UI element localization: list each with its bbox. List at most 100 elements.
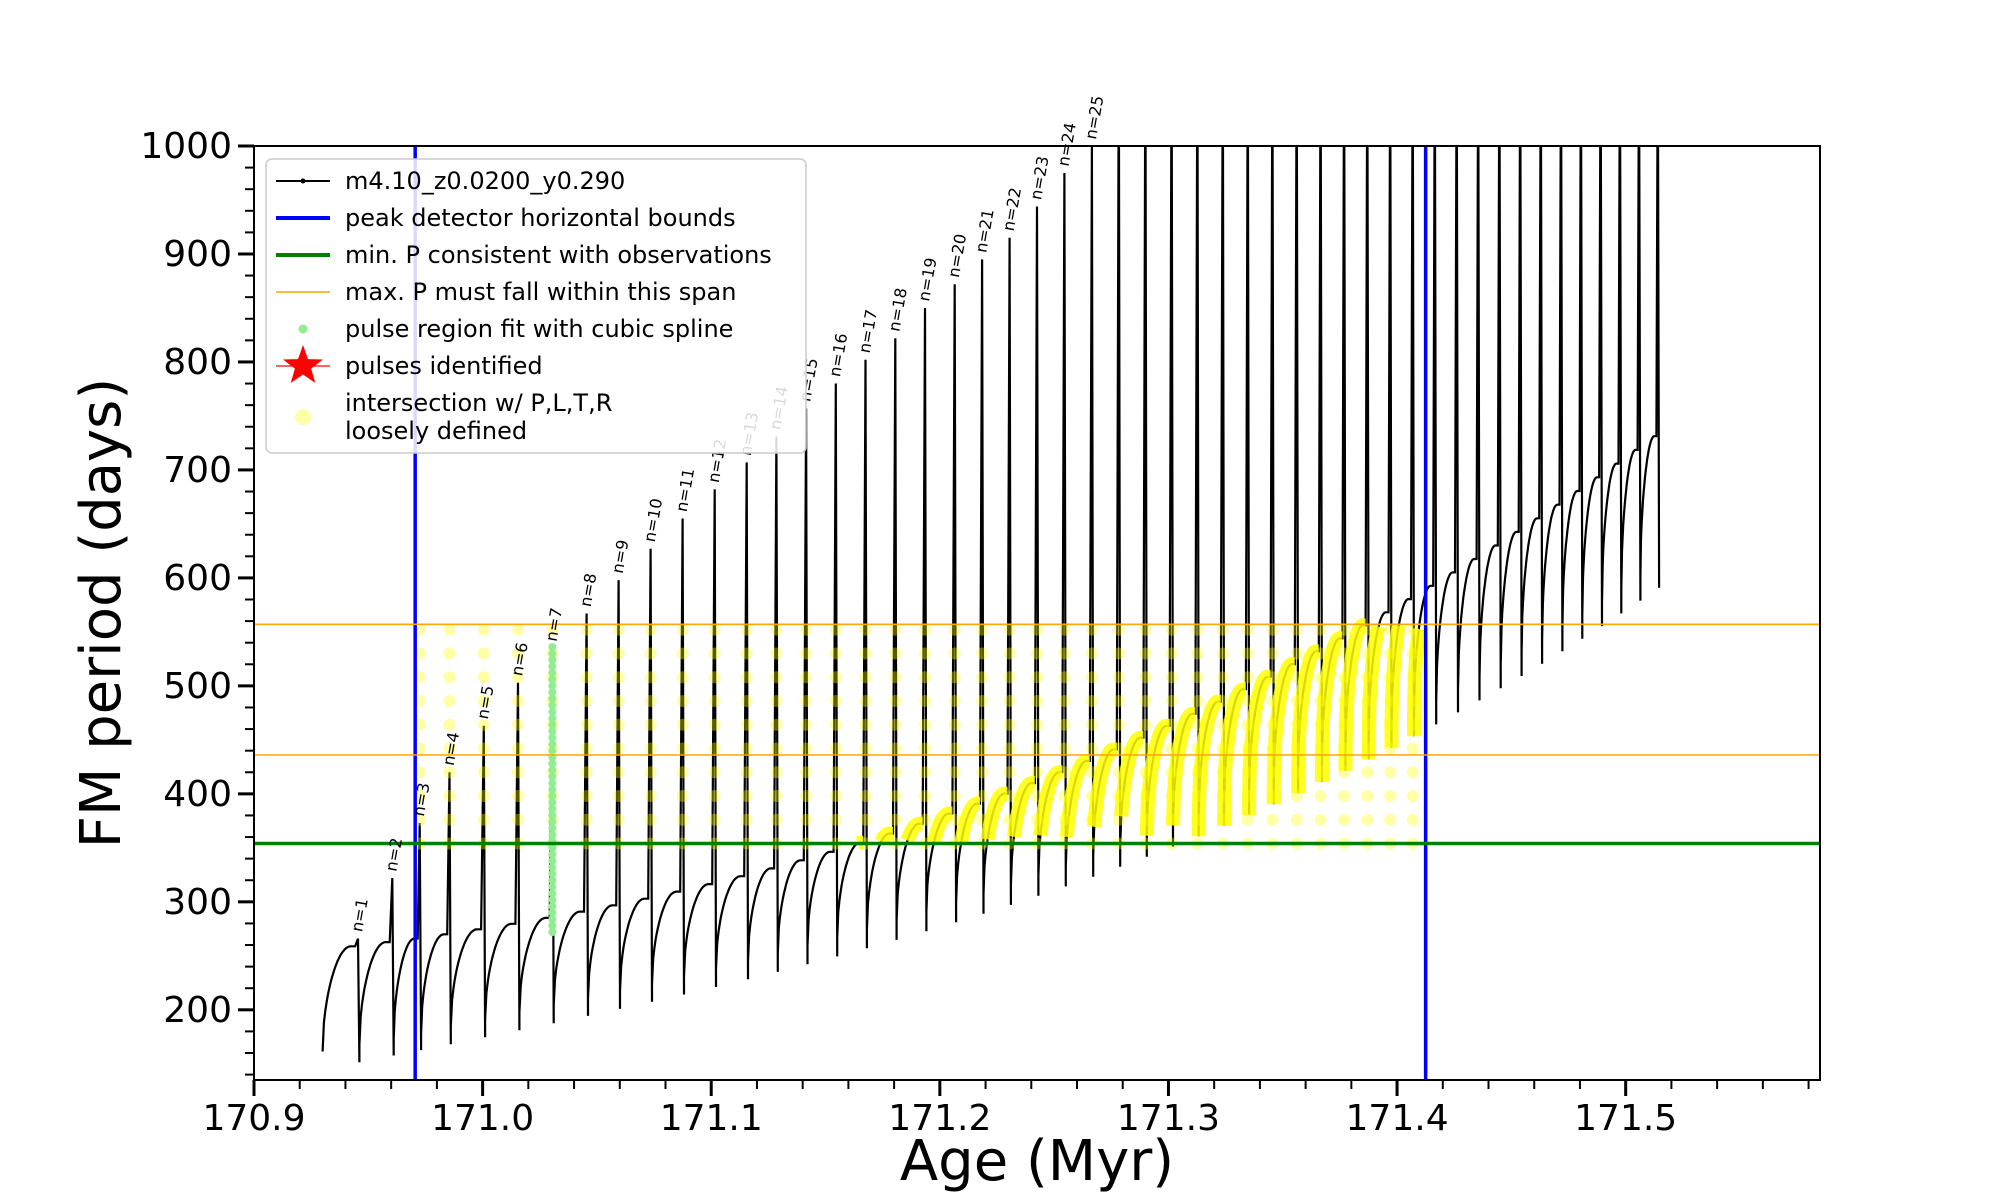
intersection-dot [708,766,721,779]
intersection-dot [800,742,813,755]
intersection-dot [1112,742,1125,755]
intersection-dot [1058,695,1071,708]
intersection-dot [477,742,490,755]
pulse-label: n=8 [576,572,601,609]
intersection-dot [1290,718,1303,731]
intersection-dot [1165,813,1178,826]
y-tick-label: 800 [163,342,232,383]
intersection-dot [889,671,902,684]
spline-point [548,824,557,833]
intersection-dot [443,790,456,803]
intersection-dot [1241,671,1254,684]
intersection-dot [512,695,525,708]
intersection-dot [1058,742,1071,755]
intersection-dot [1139,718,1152,731]
intersection-dot [443,671,456,684]
spline-point [548,675,557,684]
intersection-dot [612,766,625,779]
intersection-dot [948,718,961,731]
pulse-label: n=1 [347,897,372,934]
spline-point [548,655,557,664]
intersection-dot [644,813,657,826]
intersection-dot [1165,671,1178,684]
intersection-dot [1003,766,1016,779]
intersection-dot [918,790,931,803]
intersection-dot [477,718,490,731]
intersection-dot [1266,742,1279,755]
intersection-dot [859,790,872,803]
spline-point [548,766,557,775]
intersection-dot [708,813,721,826]
pulse-label: n=2 [382,836,407,873]
intersection-dot [443,623,456,636]
intersection-dot [1216,790,1229,803]
intersection-dot [976,647,989,660]
pulse-label: n=16 [825,332,851,379]
spline-point [548,876,557,885]
pulse-label: n=3 [409,781,434,818]
pulse-label: n=23 [1026,155,1052,202]
intersection-dot [1384,671,1397,684]
intersection-dot [976,718,989,731]
model-track-group [321,146,1661,1063]
pulse-label: n=10 [640,497,666,544]
x-axis-title: Age (Myr) [900,1129,1174,1194]
intersection-dot [948,742,961,755]
intersection-dot [800,647,813,660]
intersection-dot [829,647,842,660]
intersection-dot [1241,766,1254,779]
intersection-dot [443,647,456,660]
intersection-dot [1191,623,1204,636]
intersection-dot [800,695,813,708]
x-tick-label: 171.0 [431,1098,534,1139]
intersection-dot [443,742,456,755]
intersection-dot [1406,813,1419,826]
intersection-dot [644,766,657,779]
intersection-dot [829,766,842,779]
intersection-dot [612,718,625,731]
intersection-dot [1314,742,1327,755]
intersection-dot [1290,742,1303,755]
intersection-dot [829,671,842,684]
intersection-dot [1165,623,1178,636]
intersection-dot [443,718,456,731]
intersection-dot [512,671,525,684]
intersection-dot [676,718,689,731]
intersection-dot [1361,718,1374,731]
intersection-dot [1216,813,1229,826]
intersection-dot [740,695,753,708]
intersection-dot [1314,813,1327,826]
spline-point [548,720,557,729]
intersection-dot [859,742,872,755]
legend-label: peak detector horizontal bounds [345,204,736,232]
intersection-dot [612,647,625,660]
pulse-label: n=9 [608,538,633,575]
spline-point [548,817,557,826]
intersection-dot [1165,647,1178,660]
y-tick-label: 700 [163,450,232,491]
intersection-dot [1338,623,1351,636]
spline-point [548,668,557,677]
intersection-dot [512,623,525,636]
intersection-dot [1338,695,1351,708]
intersection-dot [1290,623,1303,636]
intersection-dot [1139,695,1152,708]
intersection-dot [740,671,753,684]
y-tick-label: 200 [163,990,232,1031]
intersection-dot [770,766,783,779]
intersection-dot [918,813,931,826]
intersection-dot [829,623,842,636]
spline-point [548,882,557,891]
legend-swatch-star [283,345,323,383]
intersection-dot [1058,790,1071,803]
y-tick-label: 600 [163,558,232,599]
spline-point [548,915,557,924]
spline-point [548,779,557,788]
spline-point [548,681,557,690]
intersection-dot [1085,790,1098,803]
intersection-dot [1191,695,1204,708]
intersection-dot [1314,671,1327,684]
